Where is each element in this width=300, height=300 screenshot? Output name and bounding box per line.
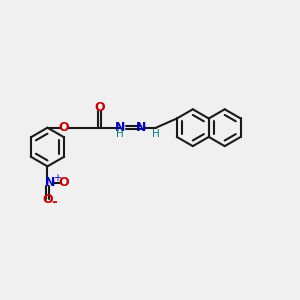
Text: O: O: [94, 101, 105, 114]
Text: N: N: [115, 121, 125, 134]
Text: N: N: [136, 121, 146, 134]
Text: H: H: [152, 129, 160, 139]
Text: +: +: [53, 173, 61, 183]
Text: N: N: [45, 176, 55, 189]
Text: H: H: [116, 129, 124, 139]
Text: -: -: [51, 195, 57, 209]
Text: O: O: [58, 121, 69, 134]
Text: O: O: [42, 193, 53, 206]
Text: O: O: [58, 176, 69, 189]
